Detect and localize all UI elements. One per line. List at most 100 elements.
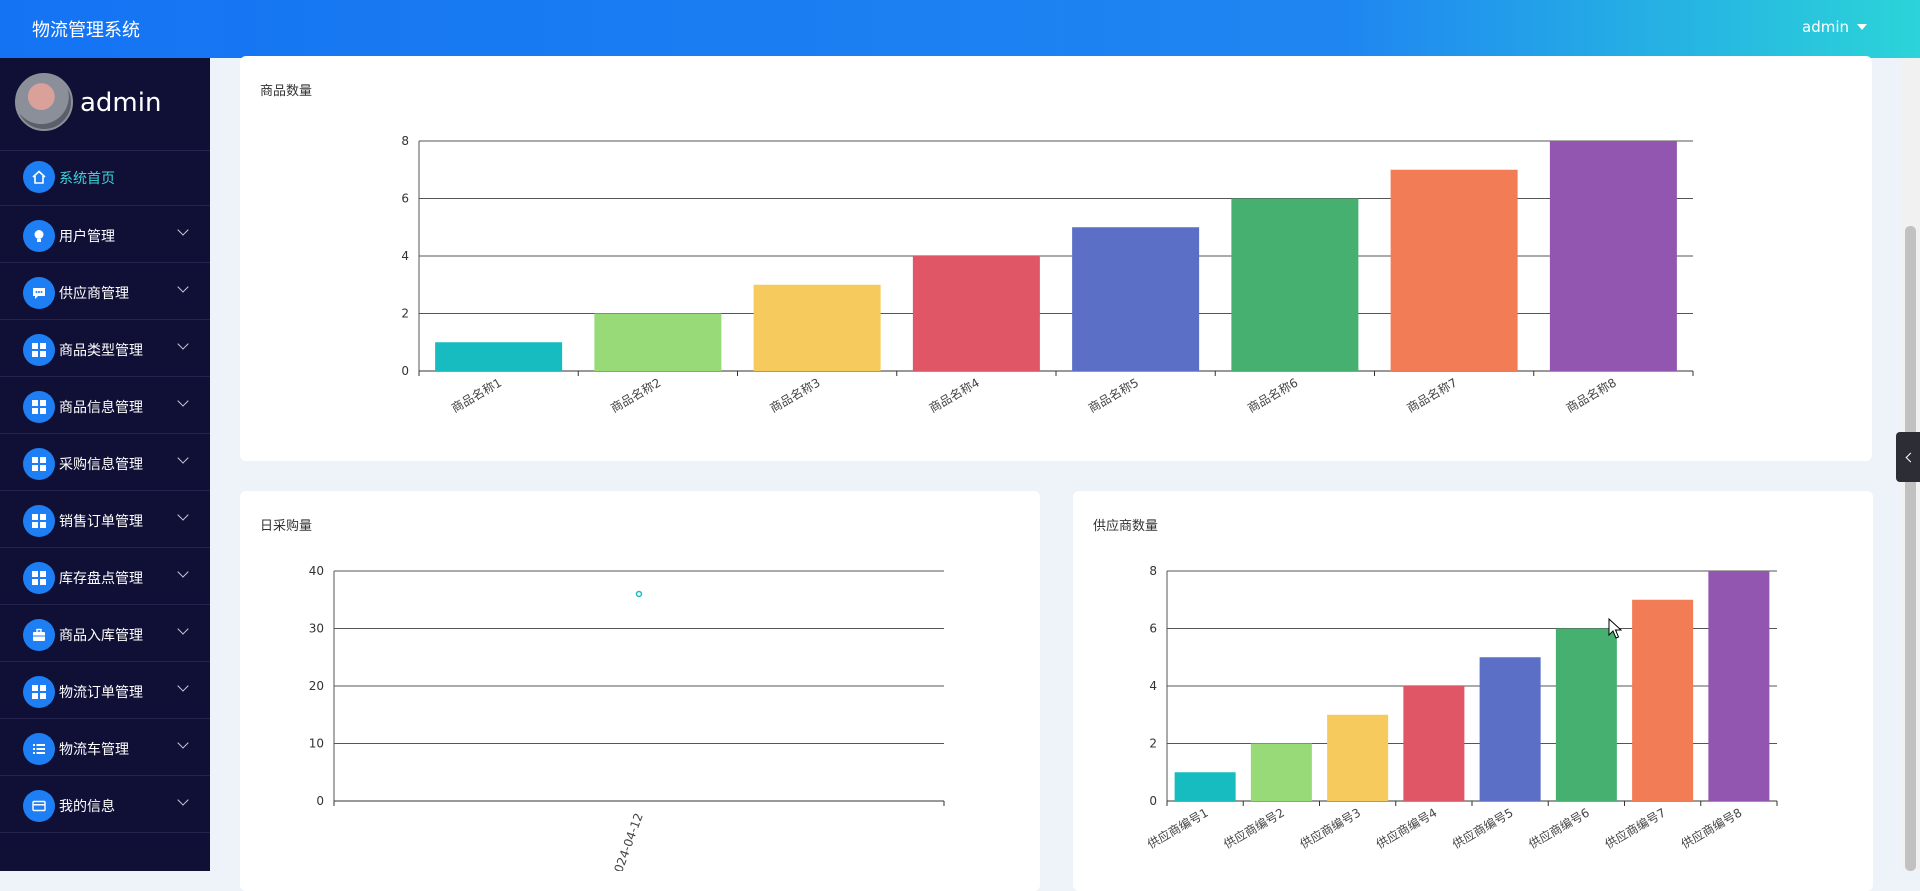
grid-icon — [23, 448, 55, 480]
bar — [435, 342, 563, 371]
sidebar-item-inventory[interactable]: 库存盘点管理 — [0, 548, 210, 605]
product-quantity-card: 商品数量 0 2 4 6 8 商品名称1 商品名称2 商品名称3 商品名称4 商品名称5 商品名称6… — [240, 56, 1872, 461]
sidebar-item-home[interactable]: 系统首页 — [0, 151, 210, 206]
user-name: admin — [1802, 18, 1849, 36]
y-tick-label: 20 — [309, 679, 324, 693]
y-tick-label: 4 — [401, 249, 409, 263]
y-tick-label: 0 — [1149, 794, 1157, 808]
top-bar: 物流管理系统 admin — [0, 0, 1920, 58]
chevron-down-icon — [177, 395, 189, 407]
y-tick-label: 4 — [1149, 679, 1157, 693]
grid-icon — [23, 676, 55, 708]
chevron-down-icon — [177, 338, 189, 350]
user-profile: admin — [0, 58, 210, 151]
chart-title: 供应商数量 — [1093, 519, 1159, 534]
x-tick-label: 商品名称7 — [1404, 375, 1460, 416]
sidebar-item-purchase-info[interactable]: 采购信息管理 — [0, 434, 210, 491]
scrollbar-thumb[interactable] — [1905, 226, 1916, 871]
collapse-toggle-button[interactable] — [1896, 432, 1920, 482]
sidebar-item-label: 物流车管理 — [59, 742, 129, 758]
bar — [594, 313, 722, 371]
bar — [1327, 714, 1389, 801]
x-tick-label: 供应商编号4 — [1373, 805, 1439, 852]
sidebar-item-sales-orders[interactable]: 销售订单管理 — [0, 491, 210, 548]
app-title: 物流管理系统 — [32, 20, 140, 41]
briefcase-icon — [23, 619, 55, 651]
bar — [1708, 571, 1770, 801]
sidebar-item-users[interactable]: 用户管理 — [0, 206, 210, 263]
bar — [1555, 628, 1617, 801]
x-tick-label: 商品名称3 — [767, 375, 823, 416]
y-tick-label: 2 — [401, 307, 409, 321]
sidebar: admin 系统首页 用户管理 供应商管理 商品类型管理 商品信息管理 采购信息… — [0, 58, 210, 871]
chevron-down-icon — [177, 680, 189, 692]
bar — [1250, 743, 1312, 801]
supplier-quantity-card: 供应商数量 0 2 4 6 8 供应商编号1 供应商编号2 供应商编号3 供应商编号4 供应商编号… — [1073, 491, 1873, 891]
x-tick-label: 供应商编号2 — [1221, 805, 1287, 852]
sidebar-item-product-types[interactable]: 商品类型管理 — [0, 320, 210, 377]
grid-icon — [23, 505, 55, 537]
chevron-down-icon — [177, 452, 189, 464]
list-icon — [23, 733, 55, 765]
y-tick-label: 0 — [401, 364, 409, 378]
chevron-down-icon — [177, 224, 189, 236]
x-tick-label: 供应商编号5 — [1450, 805, 1516, 852]
card-icon — [23, 790, 55, 822]
bar — [1072, 227, 1200, 371]
avatar — [15, 73, 73, 131]
bar — [1390, 169, 1518, 371]
chevron-down-icon — [177, 794, 189, 806]
sidebar-item-product-info[interactable]: 商品信息管理 — [0, 377, 210, 434]
sidebar-item-label: 供应商管理 — [59, 286, 129, 302]
chevron-down-icon — [177, 737, 189, 749]
x-tick-label: 供应商编号6 — [1526, 805, 1592, 852]
caret-down-icon — [1857, 24, 1867, 30]
x-tick-label: 2024-04-12 — [609, 811, 646, 871]
sidebar-item-label: 库存盘点管理 — [59, 571, 143, 587]
profile-name: admin — [80, 88, 162, 118]
user-menu[interactable]: admin — [1802, 18, 1867, 36]
sidebar-item-label: 商品信息管理 — [59, 400, 143, 416]
sidebar-item-label: 商品入库管理 — [59, 628, 143, 644]
daily-purchase-card: 日采购量 0 10 20 30 40 2024-04-12 — [240, 491, 1040, 891]
sidebar-item-label: 用户管理 — [59, 229, 115, 245]
grid-icon — [23, 562, 55, 594]
data-point — [635, 590, 643, 598]
sidebar-item-label: 物流订单管理 — [59, 685, 143, 701]
y-tick-label: 2 — [1149, 737, 1157, 751]
bar — [912, 256, 1040, 371]
x-tick-label: 商品名称4 — [926, 375, 982, 416]
grid-icon — [23, 334, 55, 366]
sidebar-item-label: 销售订单管理 — [59, 514, 143, 530]
x-tick-label: 商品名称5 — [1085, 375, 1141, 416]
sidebar-item-label: 采购信息管理 — [59, 457, 143, 473]
home-icon — [23, 161, 55, 193]
sidebar-item-suppliers[interactable]: 供应商管理 — [0, 263, 210, 320]
sidebar-item-label: 商品类型管理 — [59, 343, 143, 359]
y-tick-label: 8 — [401, 134, 409, 148]
x-tick-label: 供应商编号7 — [1602, 805, 1668, 852]
bar — [1479, 657, 1541, 801]
sidebar-item-logistics-orders[interactable]: 物流订单管理 — [0, 662, 210, 719]
x-tick-label: 供应商编号1 — [1145, 805, 1211, 852]
x-tick-label: 商品名称6 — [1245, 375, 1301, 416]
x-tick-label: 商品名称1 — [448, 375, 504, 416]
bar — [1632, 599, 1694, 801]
sidebar-item-stock-in[interactable]: 商品入库管理 — [0, 605, 210, 662]
x-tick-label: 商品名称2 — [608, 375, 664, 416]
sidebar-item-label: 系统首页 — [59, 171, 115, 187]
y-tick-label: 8 — [1149, 564, 1157, 578]
chevron-down-icon — [177, 566, 189, 578]
daily-purchase-chart: 0 10 20 30 40 2024-04-12 — [309, 564, 945, 871]
bar — [1549, 141, 1677, 371]
y-tick-label: 0 — [316, 794, 324, 808]
bar — [1403, 686, 1465, 801]
x-tick-label: 供应商编号8 — [1678, 805, 1744, 852]
chevron-left-icon — [1905, 452, 1915, 462]
sidebar-item-vehicles[interactable]: 物流车管理 — [0, 719, 210, 776]
y-tick-label: 40 — [309, 564, 324, 578]
sidebar-item-my-info[interactable]: 我的信息 — [0, 776, 210, 833]
chat-icon — [23, 277, 55, 309]
chevron-down-icon — [177, 281, 189, 293]
